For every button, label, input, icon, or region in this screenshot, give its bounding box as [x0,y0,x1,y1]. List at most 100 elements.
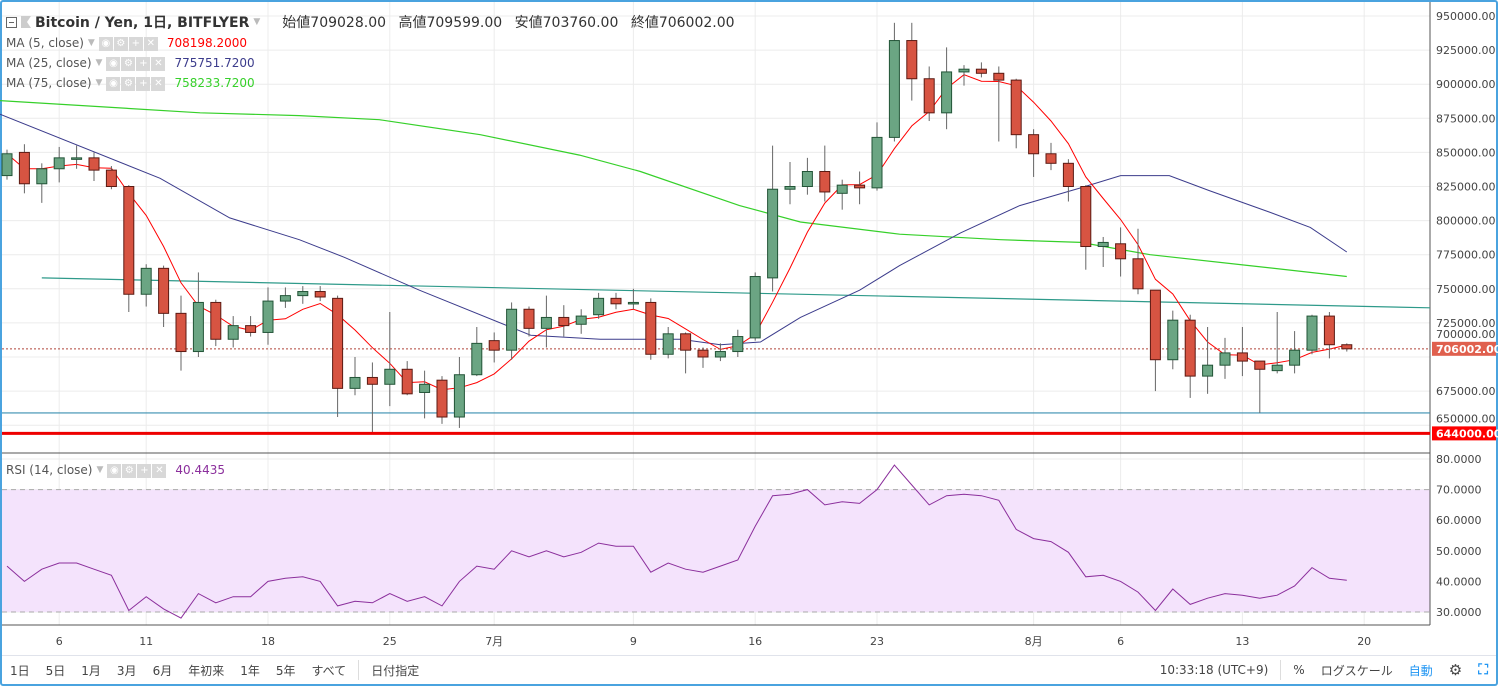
candle [419,370,431,419]
gear-icon[interactable]: ⚙ [1448,661,1463,679]
collapse-icon[interactable] [6,16,17,28]
date-tick-label: 25 [383,635,397,648]
indicator-buttons: ◉ ⚙ + ✕ [98,35,159,51]
chevron-down-icon[interactable]: ▼ [87,38,95,48]
date-tick-label: 7月 [485,635,503,648]
candle-body [801,170,813,188]
date-tick-label: 9 [630,635,637,648]
candle [714,343,726,362]
candle [627,288,639,310]
candle-body [1028,134,1040,155]
range-all[interactable]: すべて [311,663,347,678]
indicator-buttons: ◉ ⚙ + ✕ [106,75,166,91]
candle [210,299,222,347]
log-scale-button[interactable]: ログスケール [1320,663,1393,678]
range-5y[interactable]: 5年 [275,663,296,678]
candle-body [453,374,465,418]
percent-scale-button[interactable]: % [1293,663,1305,677]
plus-icon[interactable]: + [137,464,152,478]
indicator-label[interactable]: MA (5, close) [6,36,84,50]
chevron-down-icon[interactable]: ▼ [95,78,103,88]
candle [262,287,274,345]
candle-body [245,325,257,333]
candle-body [436,379,448,418]
close-icon[interactable]: ✕ [151,57,166,71]
range-1y[interactable]: 1年 [240,663,260,678]
rsi-tick-label: 40.0000 [1436,575,1482,588]
divider [358,660,360,680]
candle [297,286,309,304]
chevron-down-icon[interactable]: ▼ [95,58,103,68]
range-1d[interactable]: 1日 [10,663,30,678]
eye-icon[interactable]: ◉ [106,57,121,71]
candle [819,145,831,202]
candle [140,264,152,307]
indicator-label[interactable]: MA (75, close) [6,76,92,90]
candle-body [401,368,413,395]
range-6m[interactable]: 6月 [152,663,173,678]
gear-icon[interactable]: ⚙ [113,37,128,51]
candle [923,66,935,122]
date-tick-label: 18 [261,635,275,648]
candle-body [1323,315,1335,346]
flag-icon[interactable] [21,16,31,28]
candle-body [1271,364,1283,372]
price-tick-label: 725000.00 [1436,317,1496,330]
gear-icon[interactable]: ⚙ [121,77,136,91]
candle [593,292,605,319]
candle-body [53,157,65,170]
close-icon[interactable]: ✕ [152,464,167,478]
candle [349,357,361,396]
auto-scale-button[interactable]: 自動 [1408,663,1433,678]
price-tick-label: 800000.00 [1436,215,1496,228]
eye-icon[interactable]: ◉ [106,77,121,91]
open-label: 始値 [282,15,311,31]
candle-body [488,340,500,351]
candle [662,326,674,359]
indicator-buttons: ◉ ⚙ + ✕ [106,55,166,71]
candle-body [836,184,848,194]
eye-icon[interactable]: ◉ [98,37,113,51]
chevron-down-icon[interactable]: ▼ [253,17,261,27]
indicator-label[interactable]: RSI (14, close) [6,463,93,477]
candle [1097,236,1109,267]
chevron-down-icon[interactable]: ▼ [96,465,104,475]
plus-icon[interactable]: + [136,57,151,71]
candle-body [18,151,30,185]
close-icon[interactable]: ✕ [143,37,158,51]
candle-body [1184,319,1196,377]
candle [784,161,796,205]
symbol-title[interactable]: Bitcoin / Yen, 1日, BITFLYER [35,15,250,31]
candle [888,22,900,142]
range-3m[interactable]: 3月 [116,663,137,678]
high-value: 709599.00 [426,15,503,31]
plus-icon[interactable]: + [128,37,143,51]
candle-body [854,184,866,189]
clock-timezone[interactable]: 10:33:18 (UTC+9) [1159,663,1269,677]
plus-icon[interactable]: + [136,77,151,91]
date-tick-label: 6 [1117,635,1124,648]
candle [1115,227,1127,277]
candle-body [540,316,552,329]
candle [749,272,761,341]
last-price-tag-bg [1432,341,1496,356]
gear-icon[interactable]: ⚙ [122,464,137,478]
candle [836,179,848,210]
range-ytd[interactable]: 年初来 [188,663,225,678]
low-value: 703760.00 [542,15,619,31]
candle-body [1097,241,1109,248]
range-5d[interactable]: 5日 [45,663,66,678]
candle [975,62,987,78]
indicator-label[interactable]: MA (25, close) [6,56,92,70]
range-1m[interactable]: 1月 [81,663,101,678]
eye-icon[interactable]: ◉ [107,464,122,478]
close-value: 706002.00 [658,15,735,31]
price-tick-label: 900000.00 [1436,78,1496,91]
goto-date-button[interactable]: 日付指定 [371,663,420,678]
indicator-ma75: MA (75, close) ▼ ◉ ⚙ + ✕ 758233.7200 [6,75,255,91]
fullscreen-icon[interactable]: ⛶ [1478,662,1488,678]
candle-body [767,188,779,279]
close-icon[interactable]: ✕ [151,77,166,91]
gear-icon[interactable]: ⚙ [121,57,136,71]
